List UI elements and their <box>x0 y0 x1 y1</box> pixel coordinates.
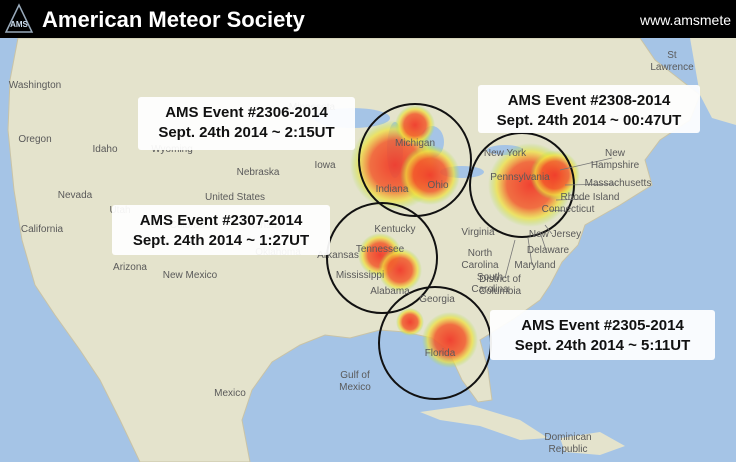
canada-east <box>690 38 736 125</box>
place-label: Connecticut <box>542 204 595 215</box>
place-label: Washington <box>9 80 61 91</box>
event-date: Sept. 24th 2014 ~ 5:11UT <box>515 337 691 354</box>
place-label: Delaware <box>527 245 570 256</box>
place-label: Rhode Island <box>561 192 620 203</box>
place-label: North <box>468 248 492 259</box>
place-label: Columbia <box>479 286 522 297</box>
cuba <box>420 405 548 440</box>
place-label: New <box>605 148 626 159</box>
place-label: Virginia <box>461 227 495 238</box>
place-label: New York <box>484 148 527 159</box>
place-label: Florida <box>425 348 456 359</box>
place-label: California <box>21 224 64 235</box>
site-url: www.amsmete <box>639 12 731 28</box>
place-label: Idaho <box>92 144 117 155</box>
place-label: Michigan <box>395 138 435 149</box>
place-label: Lawrence <box>650 62 694 73</box>
place-label: United States <box>205 192 265 203</box>
place-label: New Jersey <box>529 229 581 240</box>
event-labels: AMS Event #2306-2014 Sept. 24th 2014 ~ 2:… <box>112 85 715 360</box>
place-label: Tennessee <box>356 244 405 255</box>
place-label: Oregon <box>18 134 51 145</box>
place-label: Mississippi <box>336 270 384 281</box>
event-date: Sept. 24th 2014 ~ 2:15UT <box>158 124 334 141</box>
event-box <box>112 205 330 255</box>
place-label: Carolina <box>461 260 499 271</box>
place-label: Ohio <box>427 180 449 191</box>
place-label: Dominican <box>544 432 591 443</box>
event-title: AMS Event #2305-2014 <box>521 317 684 334</box>
heatmap <box>350 105 580 368</box>
event-date: Sept. 24th 2014 ~ 00:47UT <box>497 112 682 129</box>
place-label: Mexico <box>214 388 246 399</box>
place-labels: WashingtonOregonIdahoWyomingNevadaUtahCo… <box>9 50 694 455</box>
event-box <box>138 97 355 150</box>
place-label: Georgia <box>419 294 455 305</box>
place-label: District of <box>479 274 521 285</box>
event-box <box>478 85 700 133</box>
leader-lines <box>504 157 617 279</box>
place-label: Indiana <box>376 184 409 195</box>
event-date: Sept. 24th 2014 ~ 1:27UT <box>133 232 309 249</box>
event-title: AMS Event #2306-2014 <box>165 104 328 121</box>
place-label: St <box>667 50 677 61</box>
event-box <box>490 310 715 360</box>
place-label: Mexico <box>339 382 371 393</box>
place-label: Arizona <box>113 262 147 273</box>
hispaniola <box>560 432 625 455</box>
header-bar <box>0 0 736 38</box>
logo-icon <box>4 3 34 33</box>
place-label: Nevada <box>58 190 93 201</box>
event-title: AMS Event #2307-2014 <box>140 212 303 229</box>
place-label: Hampshire <box>591 160 640 171</box>
site-title: American Meteor Society <box>42 7 306 32</box>
place-label: Arkansas <box>317 250 359 261</box>
place-label: Alabama <box>370 286 410 297</box>
place-label: Carolina <box>471 284 509 295</box>
place-label: New Mexico <box>163 270 218 281</box>
place-label: South <box>477 272 503 283</box>
place-label: Pennsylvania <box>490 172 550 183</box>
place-label: Republic <box>549 444 588 455</box>
place-label: Gulf of <box>340 370 370 381</box>
place-label: Iowa <box>314 160 336 171</box>
logo-text: AMS <box>10 20 28 29</box>
place-label: Kentucky <box>374 224 415 235</box>
event-title: AMS Event #2308-2014 <box>508 92 671 109</box>
place-label: Massachusetts <box>585 178 652 189</box>
place-label: Maryland <box>514 260 555 271</box>
place-label: Nebraska <box>237 167 280 178</box>
